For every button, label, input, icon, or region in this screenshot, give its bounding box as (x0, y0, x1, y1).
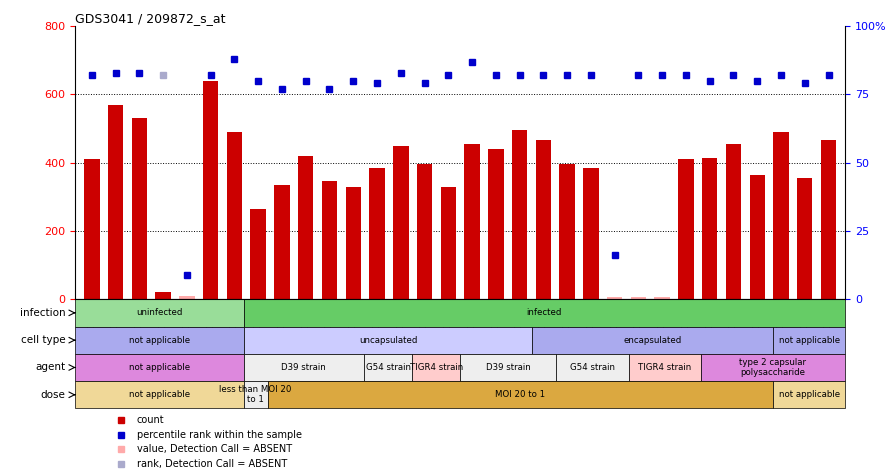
Bar (75, 299, 243, 327)
Bar (322, 182, 337, 299)
Bar (75, 381, 243, 409)
Bar (489, 149, 504, 299)
Text: not applicable: not applicable (129, 390, 190, 399)
Text: GDS3041 / 209872_s_at: GDS3041 / 209872_s_at (75, 12, 226, 25)
Bar (298, 156, 313, 299)
Text: less than MOI 20
to 1: less than MOI 20 to 1 (219, 385, 292, 404)
Text: dose: dose (41, 390, 65, 400)
Bar (726, 144, 742, 299)
Text: encapsulated: encapsulated (624, 336, 681, 345)
Bar (655, 298, 670, 299)
Bar (243, 299, 845, 327)
Text: uncapsulated: uncapsulated (358, 336, 417, 345)
Text: not applicable: not applicable (129, 336, 190, 345)
Bar (678, 159, 694, 299)
Bar (156, 292, 171, 299)
Text: D39 strain: D39 strain (486, 363, 531, 372)
Bar (773, 327, 845, 354)
Text: agent: agent (35, 363, 65, 373)
Bar (460, 354, 557, 381)
Bar (557, 354, 628, 381)
Text: not applicable: not applicable (129, 363, 190, 372)
Text: not applicable: not applicable (779, 390, 840, 399)
Text: infection: infection (19, 308, 65, 318)
Bar (250, 209, 266, 299)
Text: G54 strain: G54 strain (366, 363, 411, 372)
Bar (243, 327, 533, 354)
Bar (441, 187, 456, 299)
Bar (227, 132, 242, 299)
Bar (267, 381, 773, 409)
Bar (583, 168, 598, 299)
Text: uninfected: uninfected (136, 309, 182, 318)
Bar (773, 381, 845, 409)
Text: rank, Detection Call = ABSENT: rank, Detection Call = ABSENT (137, 458, 287, 468)
Bar (345, 187, 361, 299)
Bar (607, 298, 622, 299)
Bar (274, 185, 289, 299)
Text: cell type: cell type (20, 335, 65, 345)
Bar (364, 354, 412, 381)
Text: D39 strain: D39 strain (281, 363, 327, 372)
Bar (773, 132, 789, 299)
Text: TIGR4 strain: TIGR4 strain (410, 363, 463, 372)
Text: not applicable: not applicable (779, 336, 840, 345)
Text: count: count (137, 415, 165, 425)
Text: percentile rank within the sample: percentile rank within the sample (137, 429, 302, 440)
Bar (203, 81, 219, 299)
Text: MOI 20 to 1: MOI 20 to 1 (496, 390, 545, 399)
Bar (559, 164, 575, 299)
Bar (465, 144, 480, 299)
Bar (243, 354, 364, 381)
Bar (417, 164, 432, 299)
Bar (412, 354, 460, 381)
Bar (628, 354, 701, 381)
Bar (797, 178, 812, 299)
Text: type 2 capsular
polysaccharide: type 2 capsular polysaccharide (740, 358, 806, 377)
Bar (393, 146, 409, 299)
Bar (369, 168, 385, 299)
Bar (702, 157, 718, 299)
Bar (243, 381, 268, 409)
Bar (750, 174, 765, 299)
Bar (132, 118, 147, 299)
Bar (631, 298, 646, 299)
Bar (75, 327, 243, 354)
Text: G54 strain: G54 strain (570, 363, 615, 372)
Bar (84, 159, 100, 299)
Bar (533, 327, 773, 354)
Bar (108, 105, 123, 299)
Text: value, Detection Call = ABSENT: value, Detection Call = ABSENT (137, 444, 292, 454)
Bar (512, 130, 527, 299)
Bar (535, 140, 551, 299)
Bar (75, 354, 243, 381)
Bar (820, 140, 836, 299)
Bar (701, 354, 845, 381)
Text: infected: infected (527, 309, 562, 318)
Text: TIGR4 strain: TIGR4 strain (638, 363, 691, 372)
Bar (179, 296, 195, 299)
